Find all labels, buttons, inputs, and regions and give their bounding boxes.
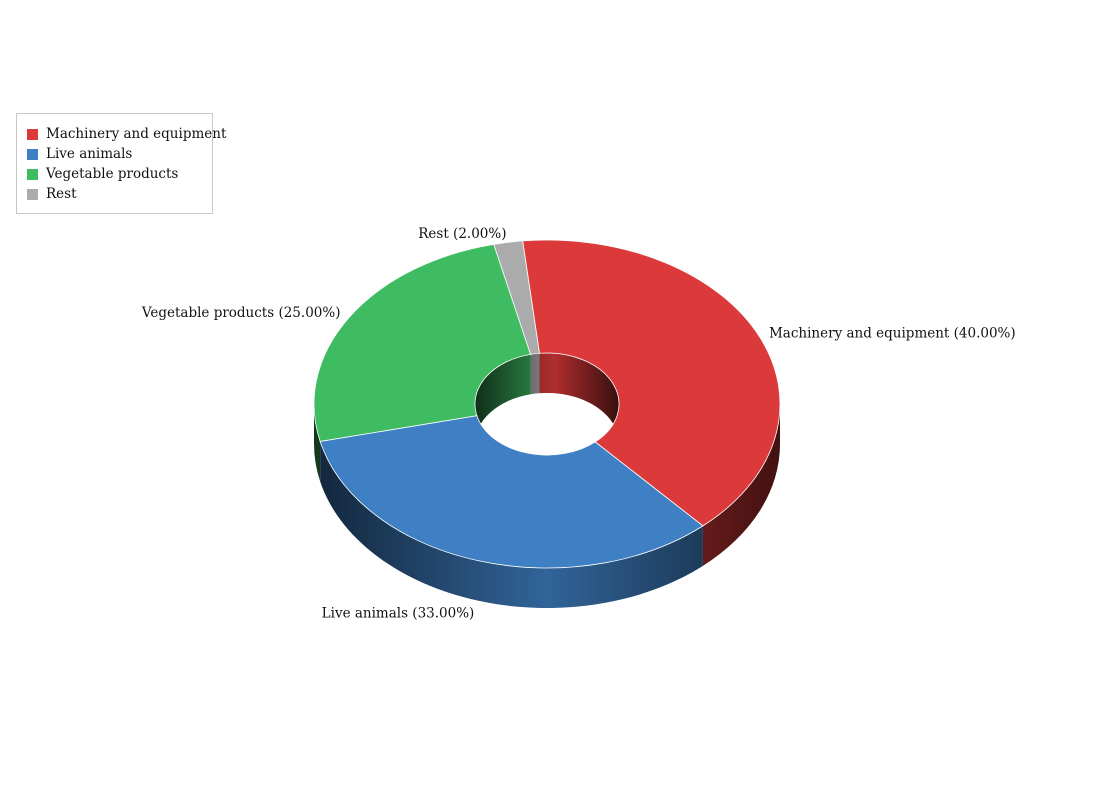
slice-label-live-animals: Live animals (33.00%): [322, 606, 475, 622]
legend-item-vegetable-products[interactable]: Vegetable products: [27, 166, 178, 182]
slice-side-machinery-and-equipment: [702, 404, 781, 566]
legend-label-machinery: Machinery and equipment: [46, 126, 227, 142]
slice-hole-wall-machinery-and-equipment: [539, 353, 619, 444]
legend: Machinery and equipment Live animals Veg…: [16, 113, 226, 214]
legend-swatch-live-animals: [27, 148, 38, 160]
slice-label-machinery-and-equipment: Machinery and equipment (40.00%): [769, 326, 1016, 342]
slice-hole-wall-rest: [530, 353, 540, 395]
slice-live-animals[interactable]: [319, 415, 704, 569]
legend-swatch-vegetable-products: [27, 168, 38, 180]
legend-label-rest: Rest: [46, 186, 77, 202]
slice-rest[interactable]: [493, 240, 540, 355]
legend-swatch-rest: [27, 188, 38, 200]
slice-labels: Machinery and equipment (40.00%) Live ani…: [141, 226, 1016, 622]
slice-label-rest: Rest (2.00%): [418, 226, 506, 242]
legend-item-machinery[interactable]: Machinery and equipment: [27, 126, 226, 142]
slice-machinery-and-equipment[interactable]: [522, 239, 781, 527]
legend-label-vegetable-products: Vegetable products: [46, 166, 179, 182]
slice-hole-wall-vegetable-products: [475, 354, 531, 444]
slice-label-vegetable-products: Vegetable products (25.00%): [141, 305, 341, 321]
slice-tops: [313, 239, 781, 569]
legend-label-live-animals: Live animals: [46, 146, 133, 162]
legend-item-live-animals[interactable]: Live animals: [27, 146, 132, 162]
legend-item-rest[interactable]: Rest: [27, 186, 77, 202]
slice-side-live-animals: [320, 441, 703, 609]
slice-vegetable-products[interactable]: [313, 243, 532, 442]
legend-swatch-machinery: [27, 128, 38, 140]
